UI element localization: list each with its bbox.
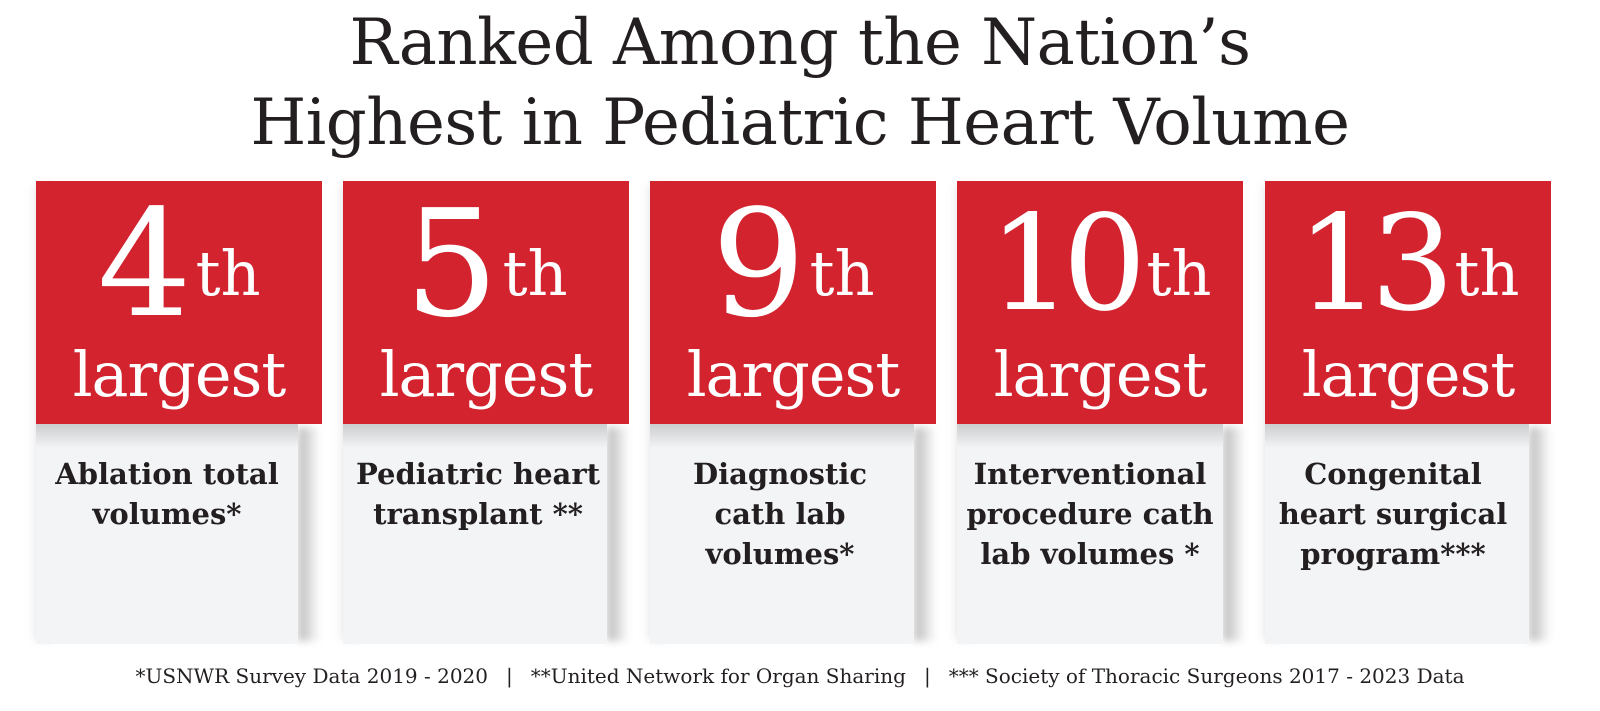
rank-suffix: th [195, 237, 261, 310]
rank-label: largest [1301, 338, 1516, 411]
rank-description: Congenital heart surgical program*** [1278, 457, 1508, 571]
card-red-panel [1265, 181, 1551, 424]
card-grey-panel [1265, 424, 1529, 644]
rank-value: 13 th [1265, 181, 1551, 339]
footnote-sts: *** Society of Thoracic Surgeons 2017 - … [948, 664, 1465, 688]
footnote-unos: **United Network for Organ Sharing [530, 664, 906, 688]
card-grey-panel [343, 424, 607, 644]
rank-label: largest [379, 338, 594, 411]
card-red-panel [957, 181, 1243, 424]
rank-number: 10 [988, 187, 1147, 341]
card-red-panel [650, 181, 936, 424]
ranking-card-congenital: 13 th largest Congenital heart surgical … [1259, 181, 1551, 644]
title-line-2: Highest in Pediatric Heart Volume [250, 86, 1350, 160]
ranking-card-interventional: 10 th largest Interventional procedure c… [951, 181, 1245, 644]
rank-description: Pediatric heart transplant ** [355, 457, 600, 531]
ranking-card-diagnostic: 9 th largest Diagnostic cath lab volumes… [644, 181, 936, 644]
rank-number: 9 [711, 178, 805, 350]
rank-value: 10 th [957, 181, 1243, 339]
card-grey-panel [36, 424, 298, 644]
rank-description: Diagnostic cath lab volumes* [692, 457, 868, 571]
rank-label: largest [686, 338, 901, 411]
card-grey-panel [957, 424, 1223, 644]
ranking-card-ablation: 4 th largest Ablation total volumes* [30, 181, 322, 644]
card-red-panel [343, 181, 629, 424]
rank-number: 13 [1296, 187, 1455, 341]
rank-label: largest [72, 338, 287, 411]
rank-suffix: th [1146, 237, 1212, 310]
rank-description: Ablation total volumes* [55, 457, 279, 531]
card-red-panel [36, 181, 322, 424]
footnote-separator: | [506, 664, 513, 688]
title-line-1: Ranked Among the Nation’s [349, 6, 1251, 80]
footnote-usnwr: *USNWR Survey Data 2019 - 2020 [135, 664, 489, 688]
rank-number: 4 [97, 178, 191, 350]
rank-label: largest [993, 338, 1208, 411]
card-grey-panel [650, 424, 914, 644]
rank-suffix: th [1454, 237, 1520, 310]
rank-value: 4 th [36, 181, 322, 339]
rank-description: Interventional procedure cath lab volume… [966, 457, 1214, 571]
rank-value: 5 th [343, 181, 629, 339]
rank-suffix: th [809, 237, 875, 310]
ranking-card-transplant: 5 th largest Pediatric heart transplant … [337, 181, 629, 644]
footnotes: *USNWR Survey Data 2019 - 2020 | **United … [0, 661, 1600, 691]
rank-suffix: th [502, 237, 568, 310]
rank-value: 9 th [650, 181, 936, 339]
rank-number: 5 [404, 178, 498, 350]
footnote-separator: | [923, 664, 931, 688]
